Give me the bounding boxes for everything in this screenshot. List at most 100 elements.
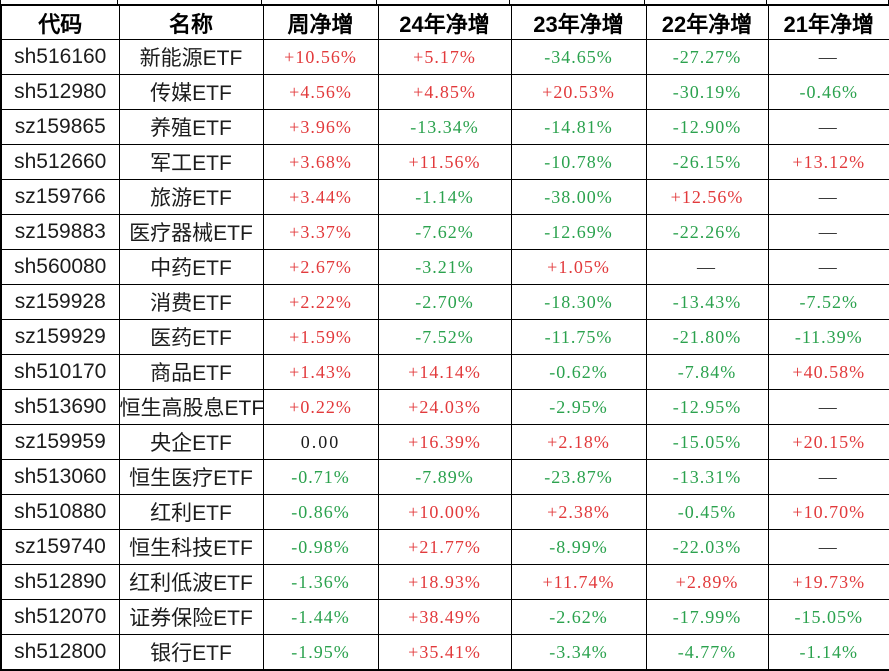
table-row: sz159865 养殖ETF +3.96% -13.34% -14.81% -12.90%…: [0, 109, 889, 145]
value-cell: +12.56%: [645, 179, 769, 215]
value-cell: +10.00%: [377, 494, 512, 530]
value-cell: 0.00: [262, 424, 379, 460]
value-cell: -2.95%: [510, 389, 647, 425]
etf-code: sz159929: [0, 319, 120, 355]
etf-name: 央企ETF: [118, 424, 264, 460]
value-cell: +16.39%: [377, 424, 512, 460]
gridline-stub: [262, 0, 377, 4]
table-row: sh513060 恒生医疗ETF -0.71% -7.89% -23.87% -13.31…: [0, 459, 889, 495]
etf-name: 消费ETF: [118, 284, 264, 320]
value-cell: -34.65%: [510, 39, 647, 75]
etf-name: 旅游ETF: [118, 179, 264, 215]
value-cell: +4.56%: [262, 74, 379, 110]
etf-name: 新能源ETF: [118, 39, 264, 75]
etf-name: 医疗器械ETF: [118, 214, 264, 250]
table-row: sh510170 商品ETF +1.43% +14.14% -0.62% -7.84% +4…: [0, 354, 889, 390]
value-cell: -1.36%: [262, 564, 379, 600]
value-cell: —: [767, 249, 889, 285]
value-cell: -3.21%: [377, 249, 512, 285]
etf-name: 军工ETF: [118, 144, 264, 180]
column-header: 名称: [118, 4, 264, 40]
etf-code: sh510170: [0, 354, 120, 390]
value-cell: -0.46%: [767, 74, 889, 110]
etf-code: sh560080: [0, 249, 120, 285]
value-cell: -1.95%: [262, 634, 379, 671]
table-row: sz159929 医药ETF +1.59% -7.52% -11.75% -21.80% -…: [0, 319, 889, 355]
value-cell: -30.19%: [645, 74, 769, 110]
etf-name: 传媒ETF: [118, 74, 264, 110]
etf-code: sh512980: [0, 74, 120, 110]
value-cell: -13.43%: [645, 284, 769, 320]
etf-code: sz159865: [0, 109, 120, 145]
gridline-stub: [645, 0, 767, 4]
value-cell: -1.44%: [262, 599, 379, 635]
gridline-stub: [118, 0, 262, 4]
value-cell: -11.39%: [767, 319, 889, 355]
value-cell: -18.30%: [510, 284, 647, 320]
value-cell: -0.86%: [262, 494, 379, 530]
etf-performance-table: 代码 名称 周净增 24年净增 23年净增 22年净增 21年净增 sh516160 新能源E…: [0, 4, 889, 671]
value-cell: —: [767, 529, 889, 565]
etf-code: sh513060: [0, 459, 120, 495]
etf-name: 红利低波ETF: [118, 564, 264, 600]
table-row: sh510880 红利ETF -0.86% +10.00% +2.38% -0.45% +1…: [0, 494, 889, 530]
value-cell: +10.56%: [262, 39, 379, 75]
value-cell: -11.75%: [510, 319, 647, 355]
table-row: sz159766 旅游ETF +3.44% -1.14% -38.00% +12.56% —: [0, 179, 889, 215]
value-cell: -0.71%: [262, 459, 379, 495]
value-cell: -12.69%: [510, 214, 647, 250]
value-cell: -0.62%: [510, 354, 647, 390]
value-cell: —: [645, 249, 769, 285]
value-cell: +14.14%: [377, 354, 512, 390]
value-cell: -15.05%: [645, 424, 769, 460]
value-cell: +1.43%: [262, 354, 379, 390]
etf-code: sh513690: [0, 389, 120, 425]
table-row: sh513690 恒生高股息ETF +0.22% +24.03% -2.95% -12.9…: [0, 389, 889, 425]
value-cell: +38.49%: [377, 599, 512, 635]
etf-name: 证券保险ETF: [118, 599, 264, 635]
table-row: sz159883 医疗器械ETF +3.37% -7.62% -12.69% -22.26…: [0, 214, 889, 250]
value-cell: —: [767, 179, 889, 215]
value-cell: +20.53%: [510, 74, 647, 110]
value-cell: -7.89%: [377, 459, 512, 495]
etf-code: sh512660: [0, 144, 120, 180]
value-cell: -7.52%: [377, 319, 512, 355]
etf-name: 恒生科技ETF: [118, 529, 264, 565]
value-cell: -14.81%: [510, 109, 647, 145]
value-cell: —: [767, 39, 889, 75]
value-cell: -13.31%: [645, 459, 769, 495]
table-row: sh512980 传媒ETF +4.56% +4.85% +20.53% -30.19% -…: [0, 74, 889, 110]
value-cell: -12.95%: [645, 389, 769, 425]
value-cell: -38.00%: [510, 179, 647, 215]
etf-code: sh512070: [0, 599, 120, 635]
value-cell: +5.17%: [377, 39, 512, 75]
value-cell: -26.15%: [645, 144, 769, 180]
gridline-stub-strip: [0, 0, 889, 4]
value-cell: +2.22%: [262, 284, 379, 320]
value-cell: -4.77%: [645, 634, 769, 671]
value-cell: +1.59%: [262, 319, 379, 355]
value-cell: -17.99%: [645, 599, 769, 635]
value-cell: +20.15%: [767, 424, 889, 460]
value-cell: +24.03%: [377, 389, 512, 425]
gridline-stub: [0, 0, 118, 4]
gridline-stub: [767, 0, 889, 4]
etf-name: 银行ETF: [118, 634, 264, 671]
etf-code: sh512800: [0, 634, 120, 671]
gridline-stub: [510, 0, 645, 4]
value-cell: -1.14%: [767, 634, 889, 671]
value-cell: -7.84%: [645, 354, 769, 390]
value-cell: +11.56%: [377, 144, 512, 180]
etf-code: sh516160: [0, 39, 120, 75]
etf-code: sh510880: [0, 494, 120, 530]
value-cell: -3.34%: [510, 634, 647, 671]
value-cell: +4.85%: [377, 74, 512, 110]
value-cell: -13.34%: [377, 109, 512, 145]
table-row: sz159959 央企ETF 0.00 +16.39% +2.18% -15.05% +20…: [0, 424, 889, 460]
value-cell: -27.27%: [645, 39, 769, 75]
value-cell: +3.44%: [262, 179, 379, 215]
value-cell: +3.68%: [262, 144, 379, 180]
value-cell: +13.12%: [767, 144, 889, 180]
etf-code: sz159928: [0, 284, 120, 320]
table-row: sh512070 证券保险ETF -1.44% +38.49% -2.62% -17.99…: [0, 599, 889, 635]
